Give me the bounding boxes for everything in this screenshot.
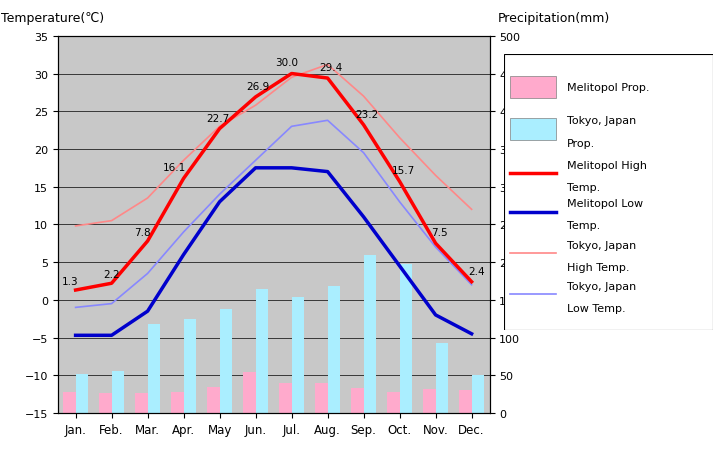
Text: 23.2: 23.2 (356, 110, 379, 119)
Text: 30.0: 30.0 (275, 58, 297, 68)
Bar (112, 371, 124, 413)
Text: Temp.: Temp. (567, 182, 600, 192)
Bar (472, 375, 484, 413)
Bar (328, 286, 340, 413)
Bar (171, 392, 184, 413)
Bar (364, 256, 376, 413)
Text: 22.7: 22.7 (206, 113, 230, 123)
Text: 7.5: 7.5 (431, 228, 448, 238)
Bar (510, 118, 556, 140)
Bar (184, 319, 196, 413)
Text: 7.8: 7.8 (134, 228, 150, 238)
Bar (135, 393, 148, 413)
Text: 2.2: 2.2 (103, 270, 120, 280)
Text: Melitopol Prop.: Melitopol Prop. (567, 83, 649, 93)
Bar (256, 289, 268, 413)
Text: 29.4: 29.4 (320, 63, 343, 73)
Text: Melitopol High: Melitopol High (567, 160, 647, 170)
Bar (510, 77, 556, 99)
Text: 26.9: 26.9 (246, 82, 269, 92)
Bar (315, 383, 328, 413)
Bar (220, 309, 232, 413)
Text: Melitopol Low: Melitopol Low (567, 199, 643, 209)
Bar (436, 343, 448, 413)
Text: 2.4: 2.4 (469, 266, 485, 276)
Text: 16.1: 16.1 (163, 163, 186, 173)
Text: Precipitation(mm): Precipitation(mm) (498, 12, 611, 25)
Text: Prop.: Prop. (567, 138, 595, 148)
Text: High Temp.: High Temp. (567, 262, 629, 272)
Text: 15.7: 15.7 (392, 166, 415, 176)
Text: Tokyo, Japan: Tokyo, Japan (567, 116, 636, 126)
Bar (207, 387, 220, 413)
Bar (351, 388, 364, 413)
Text: Tokyo, Japan: Tokyo, Japan (567, 281, 636, 291)
Bar (76, 374, 88, 413)
Text: Temperature(℃): Temperature(℃) (1, 12, 104, 25)
Bar (459, 391, 472, 413)
Bar (243, 372, 256, 413)
Text: Temp.: Temp. (567, 221, 600, 231)
Bar (387, 392, 400, 413)
Text: Tokyo, Japan: Tokyo, Japan (567, 240, 636, 250)
Bar (148, 324, 160, 413)
Bar (292, 297, 304, 413)
Bar (63, 392, 76, 413)
Text: 1.3: 1.3 (62, 277, 78, 286)
Bar (99, 393, 112, 413)
Bar (423, 389, 436, 413)
Text: Low Temp.: Low Temp. (567, 303, 625, 313)
Bar (279, 383, 292, 413)
Bar (400, 265, 412, 413)
